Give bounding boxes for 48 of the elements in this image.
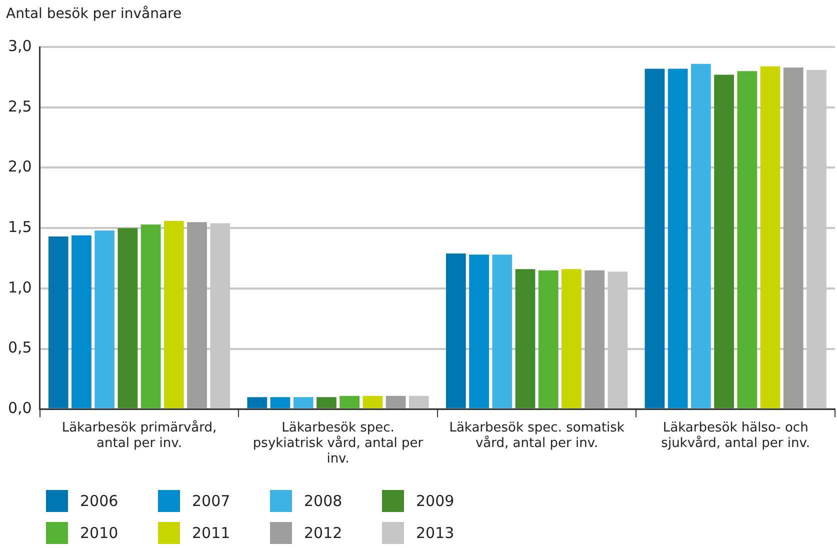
x-tick-label: Läkarbesök hälso- och sjukvård, antal per inv.: [661, 420, 810, 451]
x-tick-label: Läkarbesök spec. somatisk vård, antal per inv.: [449, 420, 625, 451]
bar: [270, 397, 290, 408]
bar: [668, 68, 688, 408]
bar: [94, 230, 115, 408]
y-axis-title: Antal besök per invånare: [6, 6, 182, 22]
y-tick-label: 0,0: [8, 399, 32, 418]
bar: [783, 68, 804, 408]
bar: [72, 235, 92, 408]
legend-label: 2009: [416, 492, 454, 510]
y-tick-label: 2,0: [8, 158, 32, 176]
bar: [140, 224, 161, 408]
legend-label: 2012: [304, 524, 342, 542]
bar: [584, 270, 605, 408]
legend-label: 2007: [192, 492, 230, 510]
bar: [737, 71, 758, 408]
legend-label: 2006: [80, 492, 118, 510]
legend-label: 2010: [80, 524, 118, 542]
y-tick-label: 3,0: [8, 36, 32, 55]
bar: [492, 254, 512, 408]
y-tick-label: 1,0: [8, 278, 32, 296]
bar: [118, 228, 138, 408]
bar: [247, 397, 268, 408]
bar: [446, 253, 466, 408]
bar: [469, 254, 489, 408]
bar: [386, 396, 406, 408]
x-tick-label: Läkarbesök spec. psykiatrisk vård, antal per inv.: [252, 420, 424, 467]
bar: [515, 269, 536, 408]
bar: [644, 68, 665, 408]
bar: [48, 236, 68, 408]
legend-label: 2013: [416, 524, 454, 542]
bar: [362, 396, 383, 408]
bar: [164, 220, 184, 408]
bar: [187, 222, 207, 408]
y-tick-label: 2,5: [8, 97, 32, 116]
bar: [691, 64, 711, 408]
bar: [562, 269, 582, 408]
bar: [538, 270, 558, 408]
bar: [316, 397, 336, 408]
legend-label: 2011: [192, 524, 230, 542]
bar: [293, 397, 314, 408]
y-tick-label: 1,5: [8, 218, 32, 236]
legend-label: 2008: [304, 492, 342, 510]
bar: [760, 66, 780, 408]
y-tick-label: 0,5: [8, 338, 32, 357]
bar: [714, 74, 734, 408]
bar: [340, 396, 360, 408]
x-tick-label: Läkarbesök primärvård, antal per inv.: [62, 419, 217, 451]
